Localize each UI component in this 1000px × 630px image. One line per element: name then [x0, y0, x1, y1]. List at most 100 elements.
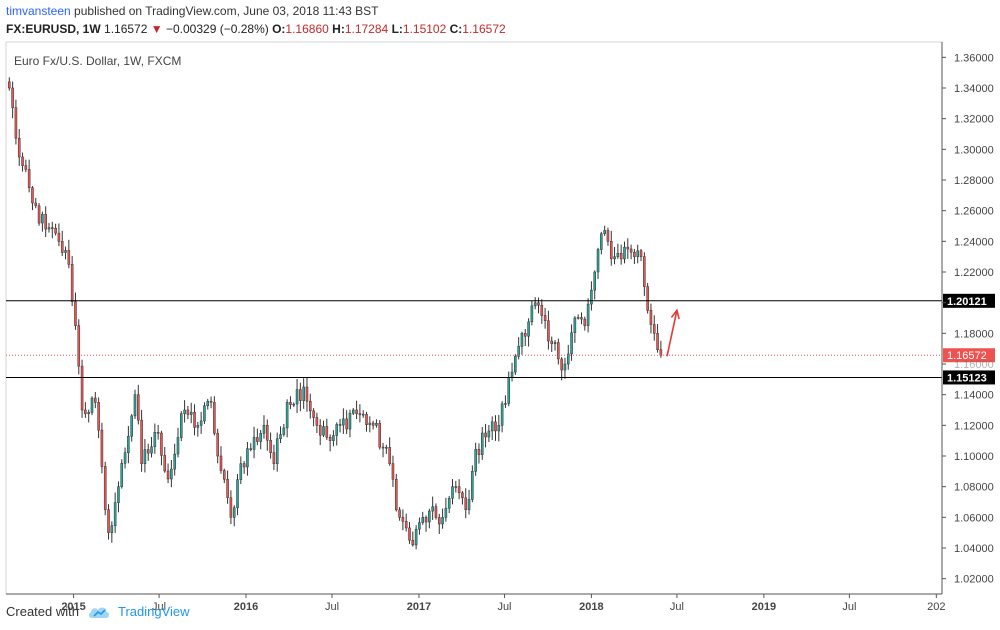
candle — [113, 492, 117, 533]
candle-body — [44, 214, 47, 230]
candle — [17, 129, 21, 166]
ohlc-legend: FX:EURUSD, 1W 1.16572 ▼ −0.00329 (−0.28%… — [6, 20, 506, 38]
candle-body — [163, 455, 167, 472]
candle — [454, 480, 458, 493]
candle-body — [540, 304, 544, 316]
candle — [471, 465, 474, 503]
publish-info: published on TradingView.com, June 03, 2… — [74, 4, 379, 18]
candle — [352, 407, 355, 415]
candle-body — [133, 394, 137, 417]
candle-body — [24, 165, 28, 170]
candle-body — [474, 448, 477, 472]
candle — [464, 488, 468, 519]
candle-body — [523, 333, 527, 337]
candle — [44, 206, 47, 238]
candle-body — [586, 303, 590, 326]
candle-body — [550, 340, 553, 344]
candle — [213, 396, 216, 436]
candle — [537, 297, 540, 314]
candle-body — [381, 446, 385, 449]
candle-body — [229, 497, 233, 518]
candle — [365, 411, 368, 432]
candle — [619, 244, 623, 265]
candle — [54, 223, 57, 236]
author-link[interactable]: timvansteen — [6, 4, 71, 18]
candle — [540, 299, 544, 324]
candle — [533, 297, 537, 310]
candle — [600, 231, 603, 255]
candle — [150, 437, 153, 458]
candle — [355, 400, 358, 419]
candle-body — [388, 447, 391, 464]
last-price: 1.16572 — [104, 22, 148, 36]
candle-body — [480, 432, 484, 455]
candle — [457, 479, 461, 500]
candle-body — [487, 430, 491, 438]
candle-body — [398, 509, 401, 518]
candle — [580, 312, 583, 325]
candle-body — [166, 470, 170, 480]
candle-body — [517, 346, 520, 357]
candle — [523, 329, 527, 347]
candle-body — [537, 302, 540, 306]
candle-body — [252, 437, 256, 450]
candle — [176, 427, 180, 458]
time-tick-label: 2017 — [407, 601, 431, 613]
plot-area[interactable] — [5, 41, 943, 595]
candle-body — [146, 449, 150, 454]
candle-body — [484, 432, 487, 438]
symbol-label[interactable]: FX:EURUSD, 1W — [6, 22, 101, 36]
candle — [180, 410, 183, 442]
candle — [27, 159, 31, 193]
candle — [256, 428, 259, 446]
candle — [560, 357, 563, 381]
candle-body — [547, 320, 550, 342]
candle — [90, 396, 94, 416]
candle — [616, 243, 620, 259]
candle-body — [47, 227, 51, 230]
candle — [424, 515, 428, 532]
candle-body — [232, 507, 236, 518]
candle — [639, 249, 643, 262]
candle — [335, 422, 339, 446]
candle — [309, 393, 312, 419]
candle — [262, 415, 266, 439]
candle — [94, 392, 97, 409]
time-tick-label: 2019 — [752, 601, 776, 613]
candle-body — [454, 486, 458, 488]
candle — [385, 444, 388, 454]
candle-body — [335, 424, 339, 436]
candle-body — [590, 289, 593, 305]
candle-body — [623, 246, 626, 260]
candle-body — [189, 411, 193, 415]
candle — [100, 422, 104, 474]
candle — [570, 324, 573, 361]
candle — [401, 509, 405, 531]
down-triangle-icon: ▼ — [150, 22, 163, 36]
candle-body — [428, 510, 431, 523]
time-axis: 2015 Jul 2016 Jul 2017 Jul 2018 Jul 2019 Jul 202 — [6, 593, 946, 613]
candle-body — [431, 506, 434, 512]
candle-body — [471, 471, 474, 500]
candle — [226, 470, 229, 504]
candle — [590, 281, 593, 311]
hidden-price-tick: 1.16000 — [954, 359, 994, 371]
candle-body — [183, 409, 186, 414]
candle-body — [603, 230, 606, 234]
candle-body — [322, 426, 325, 436]
candle — [170, 460, 173, 488]
candle-body — [275, 438, 279, 464]
tradingview-link[interactable]: TradingView — [118, 604, 190, 619]
candle — [143, 438, 147, 473]
candle-body — [444, 507, 448, 518]
candle — [378, 420, 382, 450]
candle-body — [246, 448, 249, 468]
candle — [103, 461, 107, 516]
candle — [183, 400, 186, 423]
price-tick-label: 1.08000 — [954, 482, 994, 494]
candle — [338, 418, 342, 433]
candle-body — [295, 389, 299, 405]
candle-body — [533, 302, 537, 307]
candle-body — [130, 415, 133, 437]
